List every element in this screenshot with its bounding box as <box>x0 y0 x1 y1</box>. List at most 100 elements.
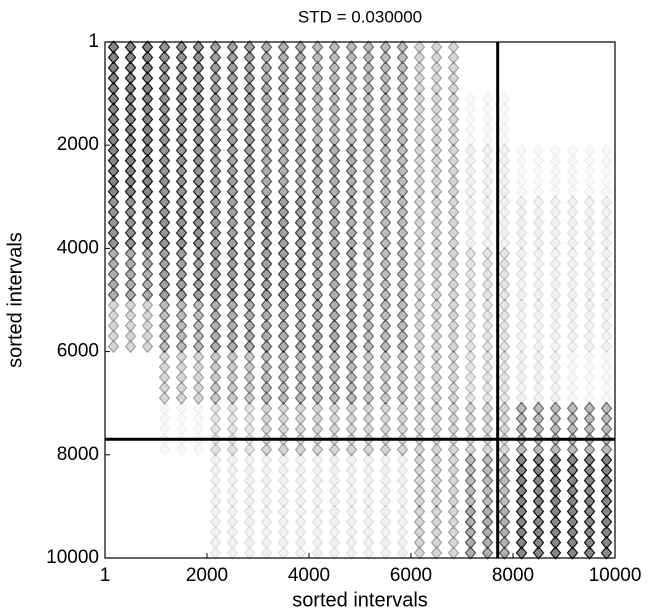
y-tick-label: 4000 <box>57 237 99 258</box>
x-tick-label: 2000 <box>186 565 228 586</box>
contour-cell <box>566 246 613 302</box>
contour-cell <box>362 246 409 302</box>
contour-cell <box>209 246 256 302</box>
contour-cell <box>158 349 205 405</box>
contour-cell <box>260 401 307 457</box>
contour-cell <box>158 195 205 251</box>
contour-cell <box>515 453 562 509</box>
contour-cell <box>362 91 409 147</box>
x-tick-label: 6000 <box>390 565 432 586</box>
contour-cell <box>107 91 154 147</box>
contour-cell <box>109 506 153 559</box>
contour-cell <box>464 504 511 560</box>
contour-cell <box>362 195 409 251</box>
x-tick-label: 1 <box>100 565 111 586</box>
contour-cell <box>464 401 511 457</box>
contour-cell <box>464 91 511 147</box>
contour-cell <box>413 298 460 354</box>
contour-cell <box>362 298 409 354</box>
contour-cell <box>566 143 613 199</box>
contour-cell <box>109 351 153 404</box>
contour-cell <box>158 298 205 354</box>
contour-cell <box>566 349 613 405</box>
contour-cell <box>260 143 307 199</box>
contour-cell <box>515 143 562 199</box>
contour-cell <box>107 143 154 199</box>
contour-cell <box>311 246 358 302</box>
contour-cell <box>568 41 612 94</box>
contour-cell <box>362 40 409 96</box>
contour-cell <box>515 298 562 354</box>
contour-cell <box>515 349 562 405</box>
contour-cell <box>311 195 358 251</box>
contour-cell <box>209 195 256 251</box>
y-tick-label: 2000 <box>57 134 99 155</box>
contour-cell <box>413 195 460 251</box>
contour-cell <box>515 401 562 457</box>
contour-cell <box>517 41 561 94</box>
contour-cell <box>158 401 205 457</box>
contour-cell <box>107 246 154 302</box>
contour-cell <box>311 298 358 354</box>
contour-cell <box>464 453 511 509</box>
contour-cell <box>466 41 510 94</box>
contour-cell <box>260 298 307 354</box>
contour-cell <box>362 453 409 509</box>
contour-cell <box>464 349 511 405</box>
contour-cell <box>566 298 613 354</box>
contour-cell <box>209 40 256 96</box>
contour-cell <box>311 453 358 509</box>
contour-cell <box>311 143 358 199</box>
contour-cell <box>160 454 204 507</box>
contour-cell <box>311 40 358 96</box>
contour-cell <box>517 93 561 146</box>
contour-cell <box>209 349 256 405</box>
contour-cell <box>311 91 358 147</box>
contour-cell <box>109 402 153 455</box>
contour-cell <box>160 506 204 559</box>
contour-cell <box>311 504 358 560</box>
chart-title: STD = 0.030000 <box>298 7 422 26</box>
plot-frame <box>104 41 616 559</box>
y-tick-label: 8000 <box>57 444 99 465</box>
contour-cell <box>209 91 256 147</box>
contour-cell <box>413 453 460 509</box>
contour-cell <box>260 40 307 96</box>
contour-cell <box>209 298 256 354</box>
contour-cell <box>107 40 154 96</box>
contour-cell <box>362 143 409 199</box>
contour-cell <box>413 40 460 96</box>
contour-cell <box>515 195 562 251</box>
contour-cell <box>362 349 409 405</box>
contour-cell <box>158 246 205 302</box>
contour-cell <box>209 143 256 199</box>
contour-cell <box>158 91 205 147</box>
contour-cell <box>260 349 307 405</box>
x-tick-label: 4000 <box>288 565 330 586</box>
contour-cell <box>311 349 358 405</box>
x-axis-label: sorted intervals <box>292 589 428 611</box>
contour-cell <box>109 454 153 507</box>
contour-cell <box>413 349 460 405</box>
contour-cell <box>362 401 409 457</box>
contour-cell <box>158 40 205 96</box>
contour-cell <box>464 246 511 302</box>
contour-cell <box>566 401 613 457</box>
contour-cell <box>568 93 612 146</box>
contour-cell <box>566 504 613 560</box>
contour-cell <box>464 298 511 354</box>
x-tick-label: 10000 <box>589 565 642 586</box>
contour-cell <box>311 401 358 457</box>
x-tick-label: 8000 <box>492 565 534 586</box>
contour-cell <box>209 453 256 509</box>
y-tick-label: 6000 <box>57 341 99 362</box>
contour-cell <box>566 195 613 251</box>
contour-cell <box>413 246 460 302</box>
contour-cell <box>158 143 205 199</box>
contour-cell <box>260 195 307 251</box>
y-axis-label: sorted intervals <box>4 232 26 368</box>
contour-cell <box>107 298 154 354</box>
contour-cell <box>515 504 562 560</box>
contour-cell <box>107 195 154 251</box>
